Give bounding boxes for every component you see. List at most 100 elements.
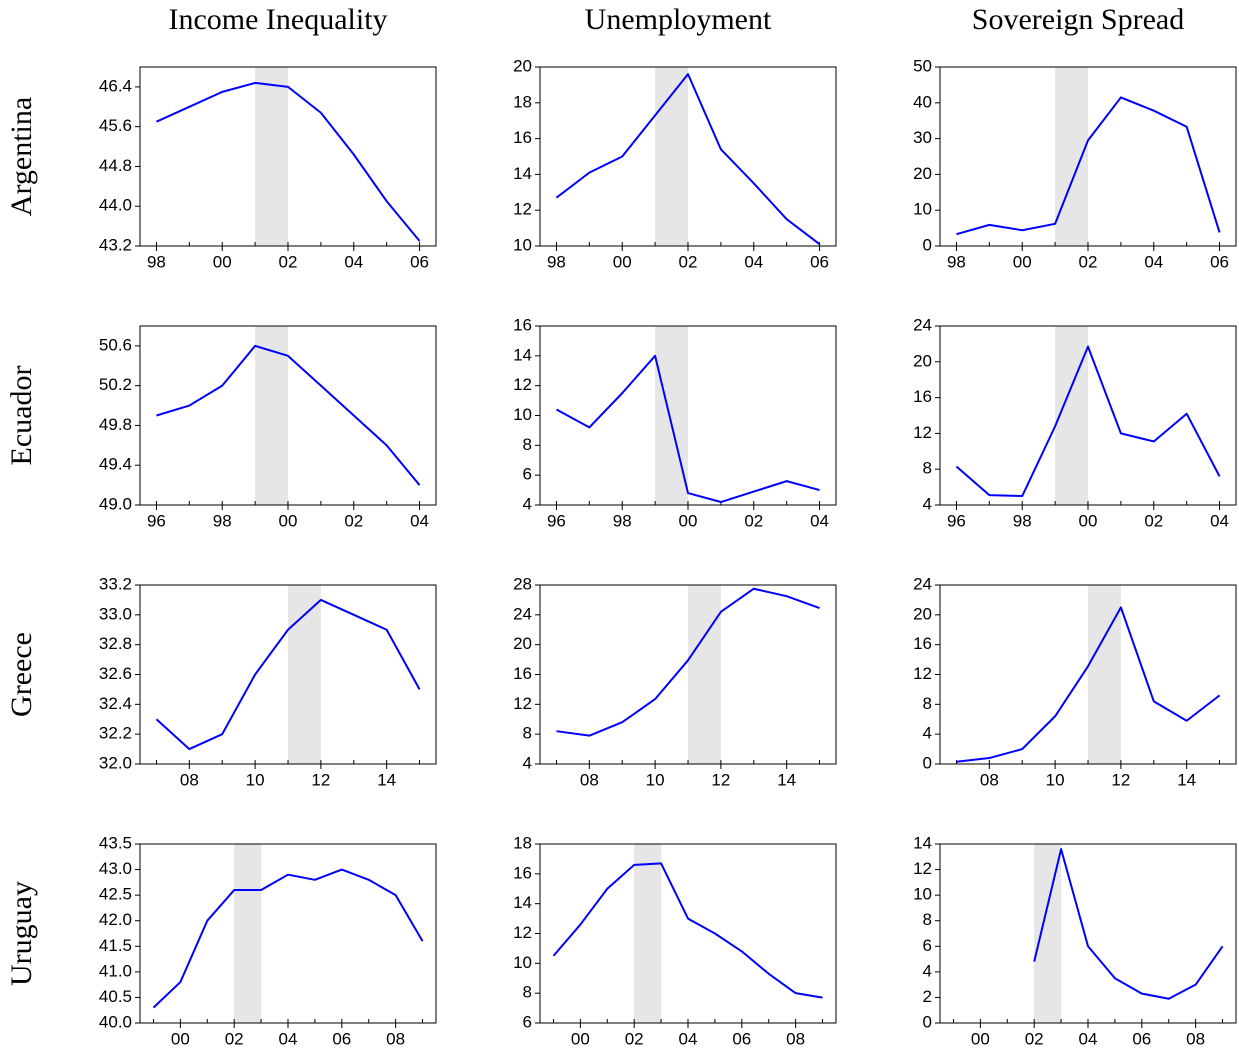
y-tick-label: 14 xyxy=(913,833,932,852)
crisis-shade xyxy=(634,844,662,1023)
y-tick-label: 16 xyxy=(913,634,932,653)
y-tick-label: 0 xyxy=(923,1012,932,1031)
y-tick-label: 10 xyxy=(913,885,932,904)
x-tick-label: 02 xyxy=(625,1029,644,1048)
x-tick-label: 96 xyxy=(947,511,966,530)
series-line xyxy=(555,354,820,504)
crisis-shade xyxy=(655,67,688,246)
y-tick-label: 41.5 xyxy=(99,936,132,955)
y-tick-label: 8 xyxy=(923,694,932,713)
y-tick-label: 4 xyxy=(523,753,532,772)
y-tick-label: 10 xyxy=(913,200,932,219)
column-title: Unemployment xyxy=(585,3,772,36)
y-tick-label: 43.2 xyxy=(99,235,132,254)
y-tick-label: 18 xyxy=(513,833,532,852)
x-tick-label: 14 xyxy=(377,770,396,789)
y-tick-label: 6 xyxy=(923,936,932,955)
y-tick-label: 20 xyxy=(913,604,932,623)
x-tick-label: 10 xyxy=(1046,770,1065,789)
y-tick-label: 32.6 xyxy=(99,664,132,683)
plot-frame xyxy=(139,843,437,1024)
y-tick-label: 0 xyxy=(923,235,932,254)
series-line xyxy=(1033,848,1224,1000)
x-tick-label: 06 xyxy=(810,252,829,271)
x-tick-label: 08 xyxy=(980,770,999,789)
x-tick-label: 10 xyxy=(246,770,265,789)
crisis-shade xyxy=(288,585,321,764)
column-title: Income Inequality xyxy=(168,3,387,36)
series-line xyxy=(155,598,421,751)
x-tick-label: 96 xyxy=(147,511,166,530)
x-tick-label: 00 xyxy=(571,1029,590,1048)
column-title: Sovereign Spread xyxy=(972,3,1184,36)
y-tick-label: 28 xyxy=(513,574,532,593)
crisis-shade xyxy=(255,67,288,246)
y-tick-label: 6 xyxy=(523,1012,532,1031)
series-line xyxy=(156,81,421,242)
y-tick-label: 12 xyxy=(513,200,532,219)
x-tick-label: 98 xyxy=(947,252,966,271)
x-tick-label: 98 xyxy=(213,511,232,530)
y-tick-label: 32.2 xyxy=(99,724,132,743)
y-tick-label: 20 xyxy=(513,634,532,653)
x-tick-label: 12 xyxy=(311,770,330,789)
x-tick-label: 00 xyxy=(1079,511,1098,530)
x-tick-label: 02 xyxy=(744,511,763,530)
x-tick-label: 98 xyxy=(613,511,632,530)
y-tick-label: 50.2 xyxy=(99,375,132,394)
x-tick-label: 00 xyxy=(1013,252,1032,271)
y-tick-label: 12 xyxy=(513,375,532,394)
x-tick-label: 04 xyxy=(1079,1029,1098,1048)
series-line xyxy=(955,345,1221,498)
y-tick-label: 40.0 xyxy=(99,1012,132,1031)
x-tick-label: 06 xyxy=(410,252,429,271)
x-tick-label: 02 xyxy=(679,252,698,271)
x-tick-label: 12 xyxy=(711,770,730,789)
y-tick-label: 41.0 xyxy=(99,961,132,980)
y-tick-label: 24 xyxy=(913,574,932,593)
x-tick-label: 08 xyxy=(180,770,199,789)
y-tick-label: 20 xyxy=(913,351,932,370)
crisis-shade xyxy=(234,844,262,1023)
y-tick-label: 8 xyxy=(923,459,932,478)
crisis-shade xyxy=(1034,844,1062,1023)
crisis-shade xyxy=(655,326,688,505)
y-tick-label: 10 xyxy=(513,235,532,254)
row-label: Ecuador xyxy=(5,366,38,466)
series-line xyxy=(552,862,823,999)
y-tick-label: 12 xyxy=(513,923,532,942)
x-tick-label: 04 xyxy=(679,1029,698,1048)
y-tick-label: 44.0 xyxy=(99,196,132,215)
y-tick-label: 24 xyxy=(513,604,532,623)
x-tick-label: 00 xyxy=(971,1029,990,1048)
y-tick-label: 40.5 xyxy=(99,987,132,1006)
y-tick-label: 30 xyxy=(913,128,932,147)
x-tick-label: 10 xyxy=(646,770,665,789)
x-tick-label: 00 xyxy=(213,252,232,271)
y-tick-label: 33.2 xyxy=(99,574,132,593)
x-tick-label: 04 xyxy=(744,252,763,271)
y-tick-label: 8 xyxy=(523,983,532,1002)
crisis-shade xyxy=(255,326,288,505)
y-tick-label: 10 xyxy=(513,405,532,424)
x-tick-label: 04 xyxy=(810,511,829,530)
y-tick-label: 42.0 xyxy=(99,910,132,929)
x-tick-label: 06 xyxy=(1132,1029,1151,1048)
x-tick-label: 04 xyxy=(410,511,429,530)
y-tick-label: 0 xyxy=(923,753,932,772)
y-tick-label: 49.0 xyxy=(99,494,132,513)
series-line xyxy=(556,587,820,737)
x-tick-label: 06 xyxy=(1210,252,1229,271)
y-tick-label: 16 xyxy=(513,863,532,882)
x-tick-label: 98 xyxy=(1013,511,1032,530)
y-tick-label: 44.8 xyxy=(99,156,132,175)
y-tick-label: 14 xyxy=(513,345,532,364)
y-tick-label: 16 xyxy=(513,664,532,683)
y-tick-label: 8 xyxy=(523,435,532,454)
x-tick-label: 02 xyxy=(225,1029,244,1048)
plot-frame xyxy=(539,843,837,1024)
y-tick-label: 24 xyxy=(913,315,932,334)
x-tick-label: 02 xyxy=(1144,511,1163,530)
y-tick-label: 4 xyxy=(523,494,532,513)
